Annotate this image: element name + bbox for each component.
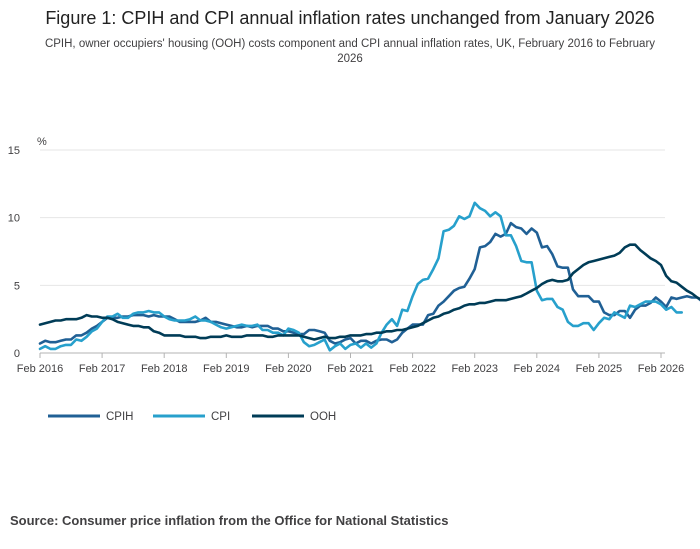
legend-label-ooh: OOH <box>310 411 336 423</box>
y-tick-label: 0 <box>14 348 20 360</box>
legend-label-cpih: CPIH <box>106 411 133 423</box>
y-tick-label: 5 <box>14 280 20 292</box>
x-tick-label: Feb 2018 <box>141 363 187 375</box>
x-tick-label: Feb 2020 <box>265 363 311 375</box>
x-tick-label: Feb 2021 <box>327 363 373 375</box>
x-tick-label: Feb 2023 <box>451 363 497 375</box>
series-lines <box>38 201 700 352</box>
chart-title: Figure 1: CPIH and CPI annual inflation … <box>45 8 655 28</box>
y-axis-label: % <box>37 136 47 148</box>
chart-subtitle: CPIH, owner occupiers' housing (OOH) cos… <box>44 38 656 65</box>
series-line-ooh <box>38 243 700 341</box>
series-line-cpih <box>38 221 700 345</box>
x-tick-label: Feb 2024 <box>514 363 560 375</box>
source-note: Source: Consumer price inflation from th… <box>10 513 449 528</box>
series-line-cpi <box>38 201 684 352</box>
x-tick-label: Feb 2026 <box>638 363 684 375</box>
y-tick-label: 10 <box>8 213 20 225</box>
axes: 0 5 10 15% Feb 2016 Feb 2017 Feb 2018 Feb 2019 F… <box>8 136 684 375</box>
gridlines <box>40 149 665 354</box>
legend: CPIH CPI OOH <box>48 411 336 423</box>
x-tick-label: Feb 2016 <box>17 363 63 375</box>
y-tick-label: 15 <box>8 145 20 157</box>
legend-label-cpi: CPI <box>211 411 230 423</box>
x-tick-label: Feb 2019 <box>203 363 249 375</box>
x-tick-label: Feb 2025 <box>576 363 622 375</box>
x-tick-label: Feb 2022 <box>389 363 435 375</box>
x-tick-label: Feb 2017 <box>79 363 125 375</box>
